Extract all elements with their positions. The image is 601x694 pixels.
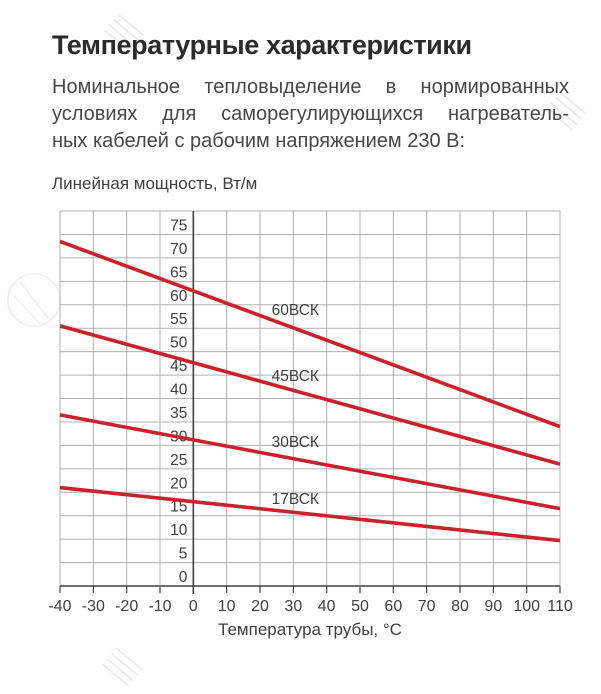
y-tick-label: 25 — [170, 452, 187, 469]
series-label-30ВСК: 30ВСК — [272, 434, 319, 451]
series-line-17ВСК — [59, 485, 561, 543]
x-tick-label: 10 — [218, 598, 236, 615]
x-tick-label: 0 — [189, 598, 198, 615]
description-line: Номинальное тепловыделение в нормированн… — [52, 76, 569, 98]
series-label-60ВСК: 60ВСК — [272, 302, 319, 319]
y-tick-label: 5 — [179, 546, 188, 563]
y-tick-label: 15 — [170, 499, 187, 516]
x-tick-label: -40 — [48, 598, 71, 615]
x-tick-label: 30 — [284, 598, 302, 615]
page-title: Температурные характеристики — [52, 30, 472, 60]
watermark-hatch-icon — [101, 647, 143, 687]
series-line-60ВСК — [59, 239, 561, 429]
series-label-45ВСК: 45ВСК — [272, 368, 319, 385]
description-line: условиях для саморегулирующихся нагреват… — [52, 103, 569, 125]
x-axis-title: Температура трубы, °С — [218, 620, 402, 639]
x-tick-label: 50 — [351, 598, 369, 615]
y-tick-label: 10 — [170, 522, 188, 539]
y-tick-label: 20 — [170, 475, 188, 492]
x-tick-label: 100 — [513, 598, 540, 615]
series-label-17ВСК: 17ВСК — [272, 491, 319, 508]
x-tick-label: -30 — [82, 598, 105, 615]
x-tick-label: 80 — [451, 598, 469, 615]
y-tick-label: 55 — [170, 311, 187, 328]
y-tick-label: 60 — [170, 288, 188, 305]
y-tick-label: 0 — [179, 569, 188, 586]
y-tick-label: 35 — [170, 405, 187, 422]
description-line: ных кабелей с рабочим напряжением 230 В: — [52, 130, 466, 152]
series-line-45ВСК — [59, 324, 561, 466]
y-tick-label: 75 — [170, 217, 187, 234]
description: Номинальное тепловыделение в нормированн… — [52, 74, 569, 155]
y-axis-title: Линейная мощность, Вт/м — [52, 174, 258, 193]
x-tick-label: 70 — [418, 598, 436, 615]
y-tick-label: 65 — [170, 264, 187, 281]
x-tick-label: 90 — [484, 598, 502, 615]
x-tick-label: -20 — [115, 598, 138, 615]
y-tick-label: 50 — [170, 335, 188, 352]
watermark-hatch-icon — [545, 91, 587, 131]
x-tick-label: 20 — [251, 598, 269, 615]
series-line-30ВСК — [59, 413, 561, 511]
x-tick-label: 40 — [318, 598, 336, 615]
y-tick-label: 70 — [170, 241, 188, 258]
y-tick-label: 40 — [170, 382, 188, 399]
x-tick-label: 110 — [547, 598, 573, 615]
watermark-hatch-icon — [103, 13, 145, 53]
x-tick-label: 60 — [384, 598, 402, 615]
x-tick-label: -10 — [148, 598, 171, 615]
y-tick-label: 45 — [170, 358, 187, 375]
